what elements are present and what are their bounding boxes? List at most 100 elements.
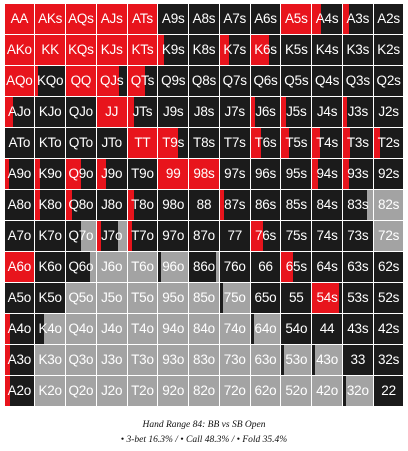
hand-cell: KJo (35, 96, 66, 127)
hand-cell: Q5o (66, 282, 96, 313)
hand-label: K8s (192, 42, 216, 57)
call-fill (35, 220, 66, 251)
hand-cell: A9s (158, 3, 189, 34)
hand-label: KTo (38, 135, 62, 150)
call-fill (96, 127, 127, 158)
hand-label: 64o (254, 321, 277, 336)
fold-fill (342, 375, 373, 406)
call-fill (39, 189, 66, 220)
call-fill (342, 34, 373, 65)
hand-cell: 72o (219, 375, 250, 406)
hand-cell: 82o (189, 375, 219, 406)
hand-label: Q2s (376, 73, 401, 88)
hand-label: KK (41, 42, 59, 57)
hand-cell: 97s (219, 158, 250, 189)
raise-fill (250, 96, 256, 127)
raise-fill (35, 189, 40, 220)
call-fill (219, 65, 250, 96)
hand-label: 72o (223, 383, 246, 398)
hand-cell: Q7s (219, 65, 250, 96)
hand-cell: J4o (96, 313, 127, 344)
hand-cell: J9o (96, 158, 127, 189)
hand-label: 93s (347, 166, 369, 181)
call-fill (281, 344, 285, 375)
call-fill (35, 96, 66, 127)
hand-label: T2o (131, 383, 154, 398)
hand-cell: T5s (281, 127, 312, 158)
hand-cell: A7s (219, 3, 250, 34)
hand-label: 85s (285, 197, 307, 212)
hand-cell: 92o (158, 375, 189, 406)
hand-label: Q4o (68, 321, 94, 336)
raise-fill (35, 158, 40, 189)
hand-cell: J8o (96, 189, 127, 220)
fold-fill (66, 344, 96, 375)
raise-fill (158, 127, 178, 158)
raise-fill (281, 251, 294, 282)
call-fill (281, 189, 312, 220)
hand-cell: Q8s (189, 65, 219, 96)
raise-fill (66, 65, 96, 96)
raise-fill (158, 158, 189, 189)
fold-fill (219, 375, 250, 406)
hand-label: K4o (38, 321, 62, 336)
raise-fill (4, 158, 9, 189)
call-fill (189, 34, 219, 65)
call-fill (281, 282, 312, 313)
hand-cell: J5s (281, 96, 312, 127)
fold-fill (158, 251, 189, 282)
hand-cell: 87o (189, 220, 219, 251)
hand-cell: 85s (281, 189, 312, 220)
hand-label: 63o (254, 352, 277, 367)
raise-fill (127, 96, 134, 127)
hand-cell: 65s (281, 251, 312, 282)
fold-fill (96, 313, 127, 344)
call-fill (35, 313, 45, 344)
raise-fill (250, 34, 269, 65)
hand-cell: A6s (250, 3, 281, 34)
raise-fill (127, 220, 133, 251)
hand-label: 33 (350, 352, 366, 367)
hand-cell: J6s (250, 96, 281, 127)
hand-cell: T9s (158, 127, 189, 158)
hand-label: QQ (70, 73, 92, 88)
hand-label: KQo (36, 73, 64, 88)
call-fill (342, 189, 367, 220)
call-fill (255, 96, 281, 127)
call-fill (189, 3, 219, 34)
hand-label: Q6s (253, 73, 278, 88)
call-fill (373, 158, 404, 189)
hand-label: A5s (284, 11, 308, 26)
fold-fill (219, 344, 250, 375)
hand-cell: T8s (189, 127, 219, 158)
hand-cell: Q3s (342, 65, 373, 96)
raise-fill (96, 96, 127, 127)
raise-fill (250, 220, 263, 251)
call-fill (312, 344, 316, 375)
call-fill (281, 158, 312, 189)
hand-cell: QJs (96, 65, 127, 96)
call-fill (133, 189, 158, 220)
hand-cell: 98o (158, 189, 189, 220)
call-fill (373, 3, 404, 34)
fold-fill (96, 375, 127, 406)
call-fill (158, 220, 189, 251)
call-fill (132, 220, 158, 251)
hand-cell: 88 (189, 189, 219, 220)
hand-label: J4o (101, 321, 123, 336)
hand-cell: 43o (312, 344, 342, 375)
hand-label: 62s (378, 259, 400, 274)
hand-label: A8s (192, 11, 216, 26)
hand-label: 63s (347, 259, 369, 274)
call-fill (66, 127, 96, 158)
call-fill (4, 127, 35, 158)
call-fill (4, 220, 35, 251)
hand-cell: Q6s (250, 65, 281, 96)
call-fill (8, 158, 35, 189)
call-fill (250, 282, 281, 313)
hand-label: ATo (8, 135, 31, 150)
hand-label: 74o (223, 321, 246, 336)
call-fill (373, 96, 404, 127)
fold-fill (189, 282, 219, 313)
call-fill (119, 65, 127, 96)
